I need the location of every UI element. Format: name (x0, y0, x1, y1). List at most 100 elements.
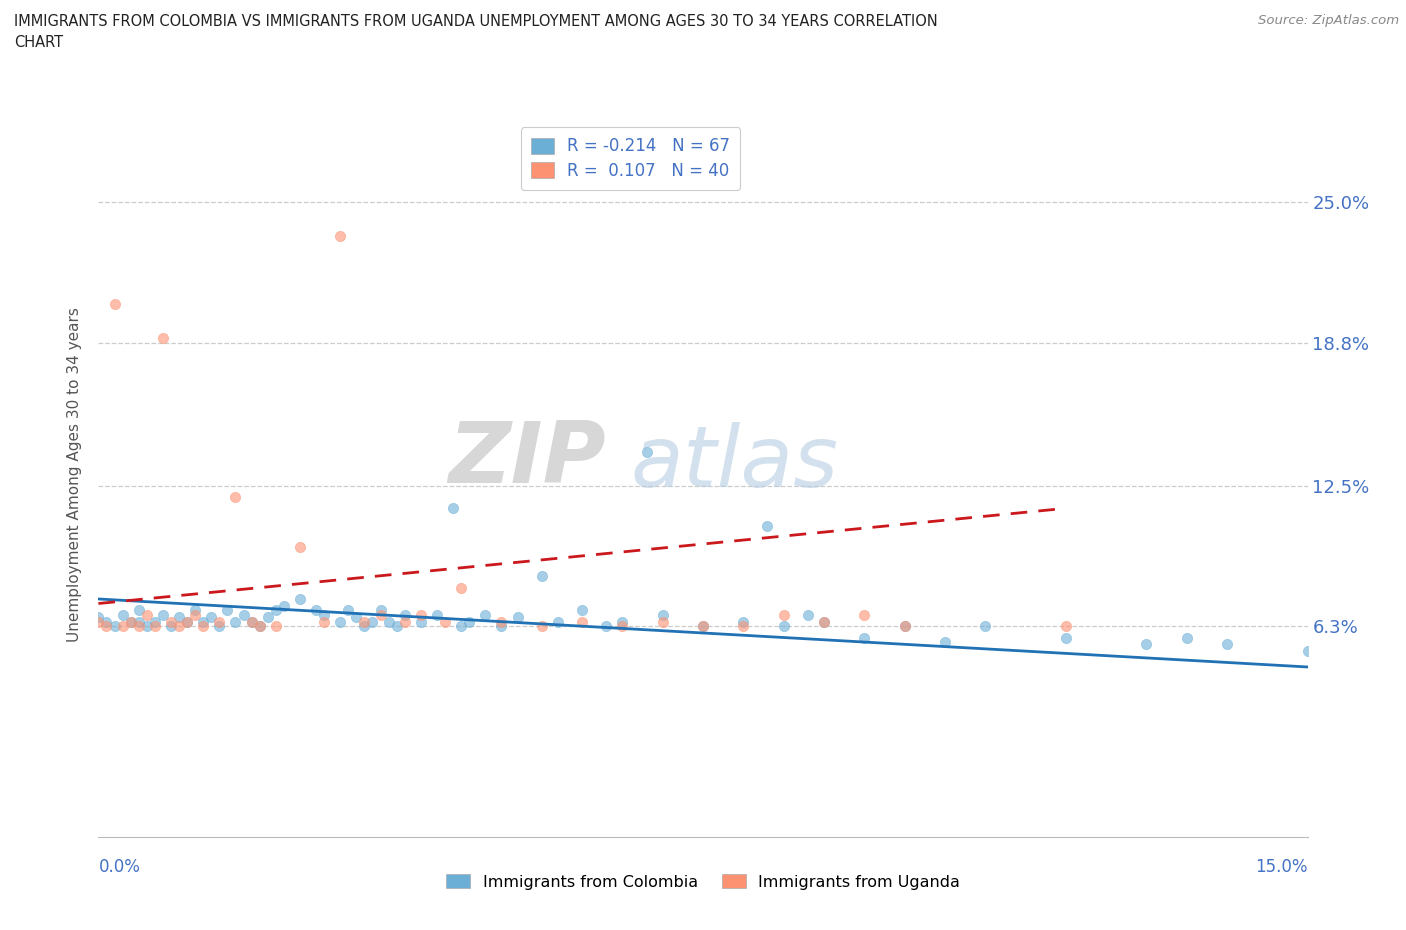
Point (797, 607, 820, 622)
Point (612, 614, 634, 629)
Point (1135, 637, 1157, 652)
Point (1054, 618, 1077, 633)
Point (143, 614, 166, 629)
Point (329, 229, 352, 244)
Point (288, 539, 311, 554)
Point (264, 618, 287, 633)
Point (934, 634, 956, 649)
Point (273, 598, 295, 613)
Point (394, 607, 416, 622)
Point (595, 618, 617, 633)
Point (288, 591, 311, 606)
Point (1175, 631, 1198, 645)
Point (103, 618, 125, 633)
Point (772, 607, 794, 622)
Point (361, 614, 384, 629)
Point (184, 607, 207, 622)
Point (314, 614, 336, 629)
Point (240, 614, 263, 629)
Point (87, 614, 110, 629)
Point (217, 603, 239, 618)
Point (506, 610, 529, 625)
Point (474, 607, 496, 622)
Text: atlas: atlas (630, 422, 838, 505)
Point (893, 618, 915, 633)
Legend: R = -0.214   N = 67, R =  0.107   N = 40: R = -0.214 N = 67, R = 0.107 N = 40 (520, 127, 741, 190)
Point (547, 614, 569, 629)
Point (111, 618, 134, 633)
Point (409, 614, 432, 629)
Point (193, 618, 215, 633)
Point (612, 618, 634, 633)
Point (200, 610, 222, 625)
Text: IMMIGRANTS FROM COLOMBIA VS IMMIGRANTS FROM UGANDA UNEMPLOYMENT AMONG AGES 30 TO: IMMIGRANTS FROM COLOMBIA VS IMMIGRANTS F… (14, 14, 938, 29)
Point (353, 618, 375, 633)
Point (167, 618, 190, 633)
Point (772, 618, 794, 633)
Point (450, 580, 472, 595)
Point (636, 445, 658, 459)
Point (337, 603, 360, 618)
Point (974, 618, 997, 633)
Point (111, 607, 134, 622)
Point (692, 618, 714, 633)
Point (426, 607, 449, 622)
Point (240, 614, 263, 629)
Point (143, 618, 166, 633)
Text: CHART: CHART (14, 35, 63, 50)
Point (458, 614, 481, 629)
Point (733, 618, 755, 633)
Point (128, 603, 150, 618)
Point (176, 614, 198, 629)
Point (571, 614, 593, 629)
Text: 0.0%: 0.0% (98, 857, 141, 876)
Point (893, 618, 915, 633)
Point (756, 519, 779, 534)
Point (385, 618, 408, 633)
Point (1054, 631, 1077, 645)
Point (160, 618, 183, 633)
Point (370, 607, 392, 622)
Text: 15.0%: 15.0% (1256, 857, 1308, 876)
Point (377, 614, 399, 629)
Point (530, 618, 553, 633)
Point (305, 603, 328, 618)
Point (370, 603, 392, 618)
Point (135, 607, 157, 622)
Point (160, 614, 183, 629)
Point (651, 607, 673, 622)
Point (103, 297, 125, 312)
Point (394, 614, 416, 629)
Point (224, 489, 246, 504)
Point (344, 610, 367, 625)
Point (491, 618, 513, 633)
Point (152, 607, 174, 622)
Point (651, 614, 673, 629)
Point (224, 614, 246, 629)
Text: Source: ZipAtlas.com: Source: ZipAtlas.com (1258, 14, 1399, 27)
Point (249, 618, 271, 633)
Point (409, 607, 432, 622)
Point (176, 614, 198, 629)
Point (167, 610, 190, 625)
Legend: Immigrants from Colombia, Immigrants from Uganda: Immigrants from Colombia, Immigrants fro… (440, 868, 966, 896)
Text: ZIP: ZIP (449, 418, 606, 501)
Point (441, 501, 464, 516)
Point (329, 614, 352, 629)
Point (264, 603, 287, 618)
Point (813, 614, 835, 629)
Point (96, 618, 118, 633)
Point (450, 618, 472, 633)
Point (853, 607, 876, 622)
Point (193, 614, 215, 629)
Point (152, 331, 174, 346)
Point (87, 610, 110, 625)
Point (733, 614, 755, 629)
Point (96, 614, 118, 629)
Point (1216, 637, 1239, 652)
Point (128, 618, 150, 633)
Point (813, 614, 835, 629)
Point (128, 614, 150, 629)
Point (314, 607, 336, 622)
Y-axis label: Unemployment Among Ages 30 to 34 years: Unemployment Among Ages 30 to 34 years (67, 307, 83, 642)
